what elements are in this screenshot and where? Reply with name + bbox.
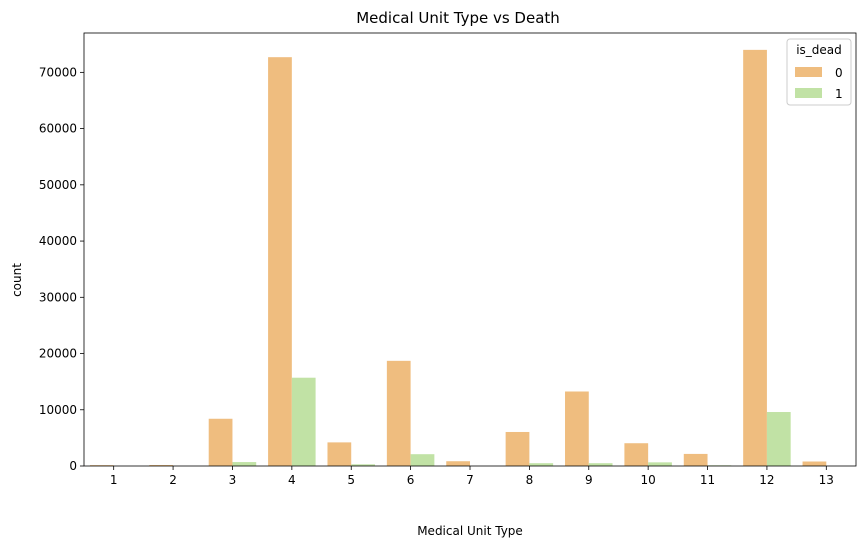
legend-title: is_dead [796, 43, 842, 57]
bar-3-series-0 [208, 418, 233, 466]
bar-4-series-0 [268, 57, 292, 467]
x-tick-label: 1 [110, 473, 118, 487]
y-tick-label: 30000 [39, 290, 77, 304]
chart-title: Medical Unit Type vs Death [356, 9, 560, 27]
legend-swatch-1 [795, 88, 822, 98]
x-tick-label: 10 [641, 473, 656, 487]
axes-frame [83, 32, 857, 467]
bar-7-series-0 [446, 461, 470, 466]
x-tick-label: 7 [466, 473, 474, 487]
y-tick-label: 70000 [39, 65, 77, 79]
x-tick-label: 4 [288, 473, 296, 487]
bar-6-series-0 [386, 360, 411, 466]
bar-10-series-0 [624, 443, 649, 466]
y-axis-label: count [10, 263, 24, 297]
x-tick-label: 6 [407, 473, 415, 487]
bar-11-series-0 [683, 453, 708, 466]
y-tick-label: 10000 [39, 403, 77, 417]
bar-3-series-1 [232, 462, 257, 466]
bar-4-series-1 [291, 377, 316, 466]
y-tick-label: 40000 [39, 234, 77, 248]
bar-5-series-0 [327, 442, 352, 466]
x-tick-label: 12 [759, 473, 774, 487]
bar-9-series-1 [588, 463, 613, 466]
legend-entry-label: 0 [835, 66, 843, 80]
bar-9-series-0 [565, 391, 589, 466]
y-tick-label: 50000 [39, 178, 77, 192]
legend-swatch-0 [795, 67, 822, 77]
x-tick-label: 13 [819, 473, 834, 487]
legend: is_dead 0 1 [786, 38, 852, 106]
x-tick-label: 5 [347, 473, 355, 487]
y-tick-label: 0 [69, 459, 77, 473]
x-tick-label: 3 [229, 473, 237, 487]
bar-12-series-0 [743, 49, 767, 467]
bar-6-series-1 [410, 454, 435, 466]
bar-8-series-0 [505, 431, 530, 466]
legend-entry-label: 1 [835, 87, 843, 101]
bar-10-series-1 [648, 462, 672, 466]
x-axis-label: Medical Unit Type [417, 524, 523, 538]
x-tick-label: 2 [169, 473, 177, 487]
bar-2-series-0 [149, 465, 174, 466]
y-tick-label: 60000 [39, 122, 77, 136]
x-tick-label: 8 [526, 473, 534, 487]
bar-12-series-1 [766, 412, 791, 466]
x-tick-label: 11 [700, 473, 715, 487]
y-tick-label: 20000 [39, 347, 77, 361]
bar-13-series-0 [802, 461, 827, 466]
x-tick-label: 9 [585, 473, 593, 487]
bar-1-series-0 [89, 465, 114, 466]
bar-5-series-1 [351, 464, 375, 466]
bar-8-series-1 [529, 463, 554, 466]
